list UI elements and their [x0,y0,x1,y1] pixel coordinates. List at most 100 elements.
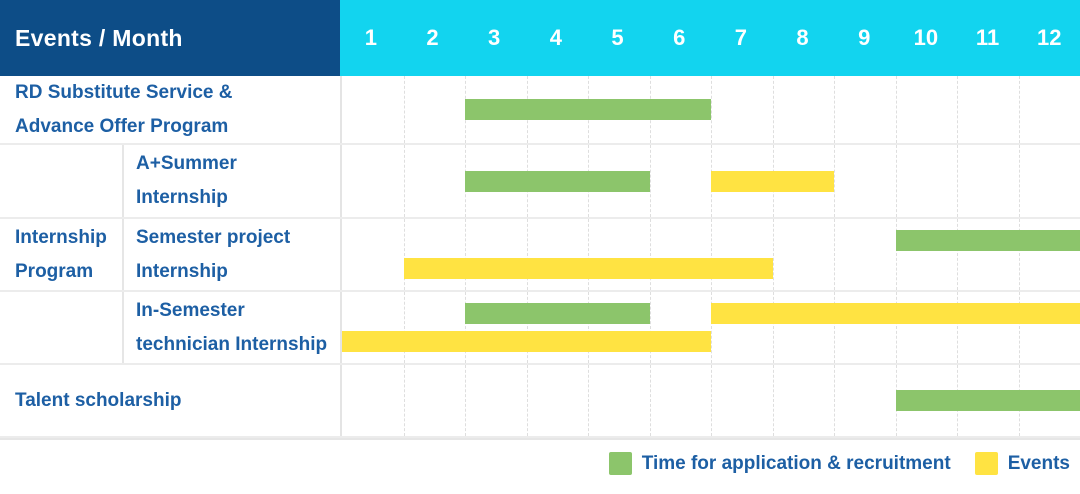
legend-swatch-event [974,452,998,475]
row-timeline [340,292,1080,363]
month-gridline [1018,145,1020,217]
bar-line [342,99,1080,120]
month-gridline [895,292,897,363]
row-label-line: Advance Offer Program [15,115,229,137]
month-header-row: 1 2 3 4 5 6 7 8 9 10 11 12 [340,0,1080,76]
month-gridline [465,292,466,363]
gantt-bar-event [711,170,834,192]
bar-line [342,230,1080,251]
month-label: 3 [488,25,501,50]
row-label: RD Substitute Service & Advance Offer Pro… [0,76,340,143]
month-gridline [895,76,897,143]
bar-line [342,331,1080,352]
gantt-bar-application [465,303,650,324]
month-gridline [465,365,466,436]
month-gridline [403,292,405,363]
month-gridline [403,76,405,143]
bar-line [342,390,1080,411]
month-gridline [1018,292,1020,363]
row-label-line: Internship [136,260,228,282]
month-gridline [588,292,589,363]
bar-line [342,258,1080,279]
month-label: 1 [364,25,377,50]
month-gridline [588,219,589,290]
month-label: 9 [858,25,871,50]
bar-lines [342,76,1080,143]
month-gridline [957,292,958,363]
legend-item: Time for application & recruitment [608,452,951,475]
bar-lines [342,292,1080,363]
month-gridline [649,365,651,436]
row-timeline [340,219,1080,290]
legend-swatch-application [608,452,632,475]
month-gridline [465,219,466,290]
row-label: A+Summer Internship [122,145,340,217]
month-gridline [834,292,835,363]
row-label: In-Semester technician Internship [122,292,340,363]
month-gridline [1018,76,1020,143]
month-gridline [834,76,835,143]
month-label: 4 [549,25,562,50]
month-gridline [526,219,528,290]
month-gridline [649,145,651,217]
row-label-line: A+Summer [136,153,237,174]
month-label: 5 [611,25,624,50]
row-timeline [340,145,1080,217]
row-label: Semester project Internship [122,219,340,290]
month-gridline [649,292,651,363]
month-gridline [834,365,835,436]
month-gridline [772,76,774,143]
table-body: RD Substitute Service & Advance Offer Pro… [0,76,1080,440]
month-gridline [895,145,897,217]
month-label: 2 [426,25,439,50]
row-label-line: Talent scholarship [15,389,182,411]
month-label: 12 [1036,25,1062,50]
bar-line [342,170,1080,192]
group-label-line: Program [15,261,94,282]
month-gridline [649,219,651,290]
month-gridline [403,145,405,217]
row-label: Talent scholarship [0,365,340,436]
month-label: 11 [975,25,1000,50]
gantt-bar-application [465,99,711,120]
month-gridline [711,365,712,436]
month-gridline [588,365,589,436]
row-label-line: In-Semester [136,299,245,321]
gantt-bar-event [342,331,711,352]
month-label: 10 [913,25,939,50]
group-label-line: Internship [15,227,107,248]
month-gridline [403,365,405,436]
table-row: Semester project Internship [0,219,1080,292]
month-label: 8 [796,25,809,50]
table-row: In-Semester technician Internship [0,292,1080,365]
header-title: Events / Month [0,0,340,76]
month-gridline [772,292,774,363]
month-gridline [711,76,712,143]
month-gridline [772,219,774,290]
month-gridline [403,219,405,290]
group-label: Internship Program [0,145,122,365]
month-gridline [895,219,897,290]
month-gridline [711,219,712,290]
month-gridline [957,76,958,143]
row-label-line: Semester project [136,226,291,248]
gantt-bar-application [895,390,1080,411]
month-gridline [526,292,528,363]
legend-label: Events [1007,452,1070,474]
row-timeline [340,76,1080,143]
month-gridline [957,219,958,290]
month-gridline [834,219,835,290]
bar-lines [342,365,1080,436]
bar-lines [342,219,1080,290]
row-label-line: technician Internship [136,333,328,355]
month-gridline [711,292,712,363]
table-header: Events / Month 1 2 3 4 5 6 7 8 9 10 11 12 [0,0,1080,76]
gantt-bar-application [895,230,1080,251]
table-row: RD Substitute Service & Advance Offer Pro… [0,76,1080,145]
gantt-bar-application [465,170,650,192]
legend: Time for application & recruitment Events [0,452,1070,475]
month-gridline [834,145,835,217]
gantt-bar-event [711,303,1080,324]
row-label-line: RD Substitute Service & [15,81,233,103]
